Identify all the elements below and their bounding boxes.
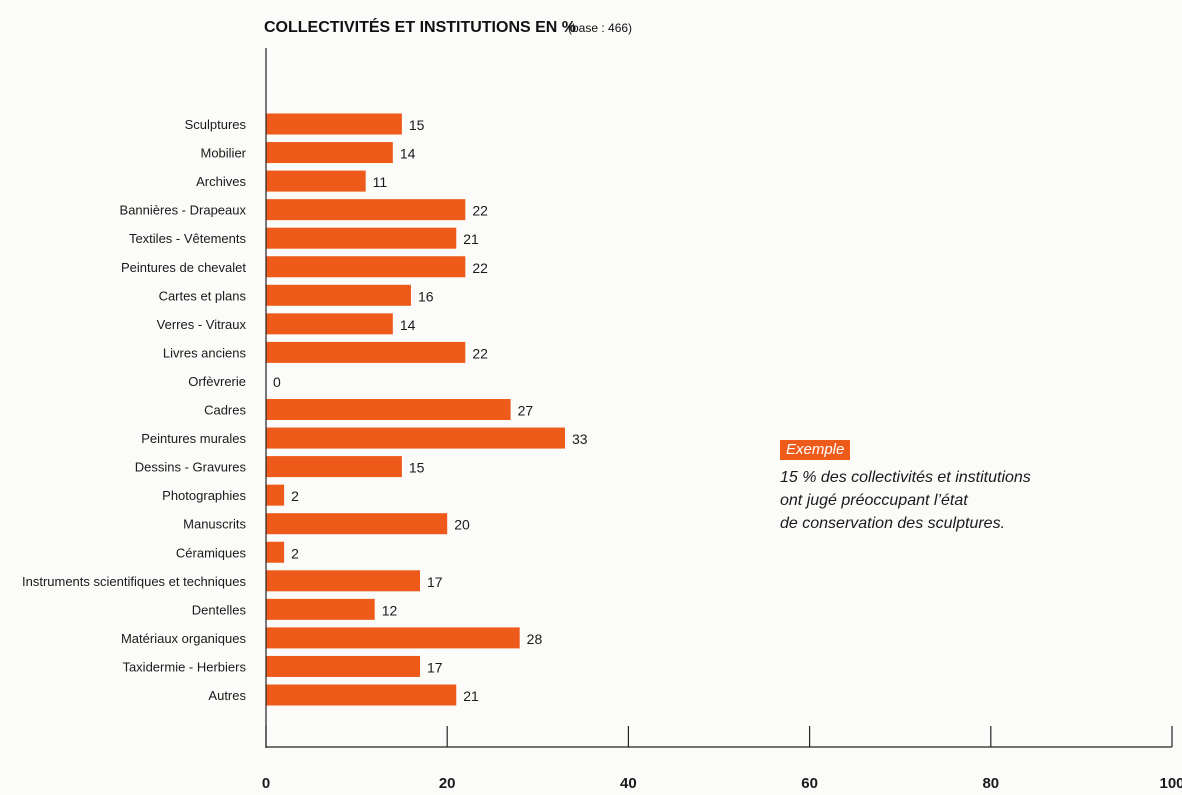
bar — [266, 541, 285, 563]
category-label: Autres — [208, 688, 246, 703]
example-line: 15 % des collectivités et institutions — [780, 469, 1031, 486]
value-label: 16 — [418, 288, 434, 304]
x-tick-label: 80 — [982, 775, 999, 792]
x-axis: 0 20 40 60 80 100 — [262, 48, 1182, 792]
bar — [266, 399, 511, 420]
bar — [266, 427, 565, 449]
value-label: 17 — [427, 574, 443, 590]
example-text: 15 % des collectivités et institutions o… — [780, 466, 1160, 535]
bar — [266, 456, 402, 478]
category-label: Dentelles — [192, 602, 247, 617]
bar — [266, 513, 448, 535]
x-tick-label: 100 — [1159, 775, 1182, 792]
bar — [266, 199, 466, 221]
value-label: 11 — [373, 174, 388, 190]
category-label: Taxidermie - Herbiers — [122, 659, 246, 674]
bar — [266, 484, 285, 506]
bar — [266, 313, 393, 335]
chart-subtitle: (base : 466) — [568, 21, 632, 35]
value-label: 15 — [409, 460, 425, 476]
x-tick-label: 40 — [620, 775, 637, 792]
category-label: Textiles - Vêtements — [129, 231, 247, 246]
bar — [266, 655, 421, 677]
example-annotation: Exemple 15 % des collectivités et instit… — [780, 440, 1160, 535]
bar — [266, 684, 457, 706]
category-label: Céramiques — [176, 545, 247, 560]
example-tag: Exemple — [780, 440, 851, 460]
category-label: Instruments scientifiques et techniques — [22, 574, 247, 589]
value-label: 2 — [291, 488, 299, 504]
value-label: 33 — [572, 431, 588, 447]
x-tick-label: 60 — [801, 775, 818, 792]
category-label: Cadres — [204, 403, 246, 418]
bar — [266, 113, 402, 135]
category-label: Bannières - Drapeaux — [120, 203, 247, 218]
category-label: Matériaux organiques — [121, 631, 247, 646]
bar — [266, 256, 466, 278]
bar — [266, 627, 520, 649]
value-label: 21 — [463, 688, 479, 704]
value-label: 17 — [427, 659, 443, 675]
category-label: Sculptures — [185, 117, 247, 132]
bars-group: Sculptures 15 Mobilier 14 Archives 11 Bannière… — [22, 113, 588, 706]
example-line: ont jugé préoccupant l’état — [780, 492, 968, 509]
chart-title: COLLECTIVITÉS ET INSTITUTIONS EN % — [264, 17, 576, 36]
value-label: 22 — [472, 203, 488, 219]
category-label: Photographies — [162, 488, 246, 503]
category-label: Peintures de chevalet — [121, 260, 246, 275]
bar — [266, 284, 411, 306]
value-label: 22 — [472, 260, 488, 276]
value-label: 12 — [382, 602, 398, 618]
category-label: Orfèvrerie — [188, 374, 246, 389]
category-label: Manuscrits — [183, 517, 246, 532]
example-line: de conservation des sculptures. — [780, 515, 1006, 532]
category-label: Archives — [196, 174, 246, 189]
x-tick-label: 0 — [262, 775, 270, 792]
value-label: 28 — [527, 631, 543, 647]
category-label: Verres - Vitraux — [157, 317, 247, 332]
bar — [266, 142, 393, 164]
category-label: Peintures murales — [141, 431, 246, 446]
bar — [266, 227, 457, 249]
x-tick-label: 20 — [439, 775, 456, 792]
value-label: 2 — [291, 545, 299, 561]
value-label: 15 — [409, 117, 425, 133]
category-label: Cartes et plans — [159, 288, 247, 303]
value-label: 22 — [472, 345, 488, 361]
value-label: 14 — [400, 317, 416, 333]
category-label: Dessins - Gravures — [135, 460, 247, 475]
bar — [266, 341, 466, 363]
value-label: 14 — [400, 146, 416, 162]
category-label: Livres anciens — [163, 345, 247, 360]
value-label: 0 — [273, 374, 281, 390]
bar — [266, 598, 375, 620]
value-label: 20 — [454, 517, 470, 533]
category-label: Mobilier — [200, 146, 246, 161]
bar — [266, 570, 421, 592]
value-label: 21 — [463, 231, 479, 247]
value-label: 27 — [518, 403, 534, 419]
bar — [266, 170, 366, 192]
